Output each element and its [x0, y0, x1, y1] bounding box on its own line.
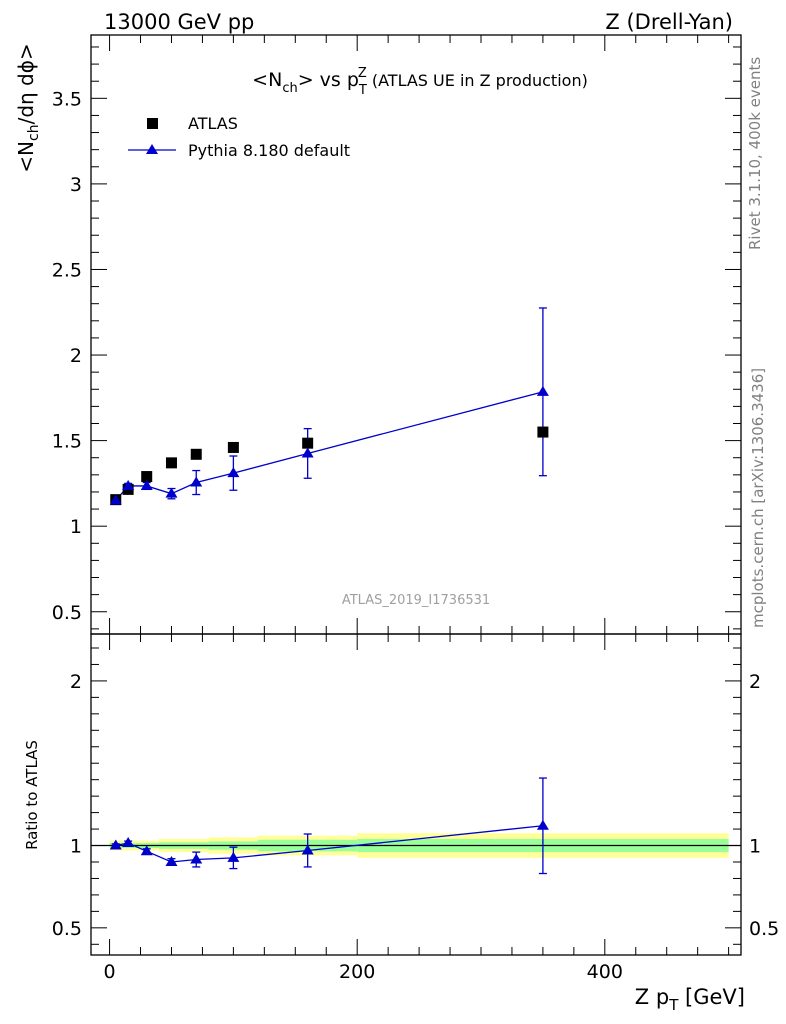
top-y-tick-label: 1: [70, 516, 82, 538]
top-y-tick-label: 3: [70, 174, 82, 196]
top-y-tick-label: 0.5: [52, 602, 82, 624]
pythia-point: [536, 385, 549, 396]
ratio-pythia-point: [536, 819, 549, 830]
ratio-y-tick-label-left: 2: [70, 671, 82, 693]
ratio-pythia-point: [140, 845, 153, 856]
ratio-plot-area: 0.5 0.5 1 1 2 2 0 200 400: [52, 633, 779, 983]
top-y-tick-label: 1.5: [52, 431, 82, 453]
ylabel-part-b: /dη dϕ>: [14, 43, 38, 124]
legend-pythia-label: Pythia 8.180 default: [188, 141, 350, 160]
title-part-1: <N: [252, 69, 282, 91]
chart-title: <Nch> vs pTZ (ATLAS UE in Z production): [252, 66, 588, 98]
pythia-point: [122, 479, 135, 490]
x-tick-label: 400: [587, 961, 623, 983]
x-tick-label: 0: [104, 961, 116, 983]
pythia-point: [165, 487, 178, 498]
atlas-point: [190, 448, 202, 460]
atlas-point: [537, 426, 549, 438]
ratio-plot-frame: [90, 633, 742, 956]
title-sup-2: Z: [358, 66, 367, 81]
pythia-point: [140, 479, 153, 490]
atlas-point: [141, 471, 153, 483]
ratio-pythia-point: [122, 837, 135, 848]
legend: ATLAS Pythia 8.180 default: [128, 114, 350, 160]
ratio-pythia-point: [227, 851, 240, 862]
xlabel-part-b: [GeV]: [678, 985, 745, 1009]
ratio-y-tick-label-right: 0.5: [749, 918, 779, 940]
top-y-tick-label: 2: [70, 345, 82, 367]
pythia-point: [109, 494, 122, 505]
pythia-point: [227, 467, 240, 478]
title-part-2: > vs p: [298, 69, 359, 91]
rivet-label: Rivet 3.1.10, 400k events: [746, 57, 764, 250]
xlabel: Z pT [GeV]: [635, 985, 745, 1014]
ratio-ylabel: Ratio to ATLAS: [23, 740, 41, 850]
ylabel-sub: ch: [26, 124, 42, 141]
legend-atlas-marker: [147, 118, 158, 129]
ratio-pythia-point: [190, 853, 203, 864]
ratio-y-tick-label-left: 1: [70, 836, 82, 858]
header-left: 13000 GeV pp: [104, 10, 254, 34]
top-y-tick-label: 2.5: [52, 259, 82, 281]
analysis-watermark: ATLAS_2019_I1736531: [342, 593, 490, 608]
ratio-pythia-point: [301, 844, 314, 855]
legend-pythia-marker: [146, 144, 158, 154]
legend-atlas-label: ATLAS: [188, 114, 238, 133]
top-plot-area: 0.5 1 1.5 2 2.5 3 3.5: [52, 34, 742, 635]
title-sub-2: T: [358, 83, 367, 98]
top-y-tick-label: 3.5: [52, 88, 82, 110]
top-ylabel: <Nch/dη dϕ>: [14, 43, 42, 172]
pythia-point: [301, 447, 314, 458]
atlas-point: [302, 437, 314, 449]
ratio-y-tick-label-left: 0.5: [52, 918, 82, 940]
ylabel-part-a: <N: [14, 141, 38, 173]
ratio-y-tick-label-right: 2: [749, 671, 761, 693]
title-sub-1: ch: [282, 81, 297, 96]
x-tick-label: 200: [339, 961, 375, 983]
xlabel-sub: T: [668, 996, 679, 1014]
pythia-point: [190, 476, 203, 487]
xlabel-part-a: Z p: [635, 985, 669, 1009]
ratio-pythia-point: [109, 839, 122, 850]
atlas-point: [227, 441, 239, 453]
ratio-pythia-point: [165, 855, 178, 866]
mcplots-label: mcplots.cern.ch [arXiv:1306.3436]: [749, 368, 767, 628]
header-right: Z (Drell-Yan): [605, 10, 733, 34]
title-part-3: (ATLAS UE in Z production): [367, 71, 588, 90]
ratio-y-tick-label-right: 1: [749, 836, 761, 858]
atlas-point: [165, 457, 177, 469]
